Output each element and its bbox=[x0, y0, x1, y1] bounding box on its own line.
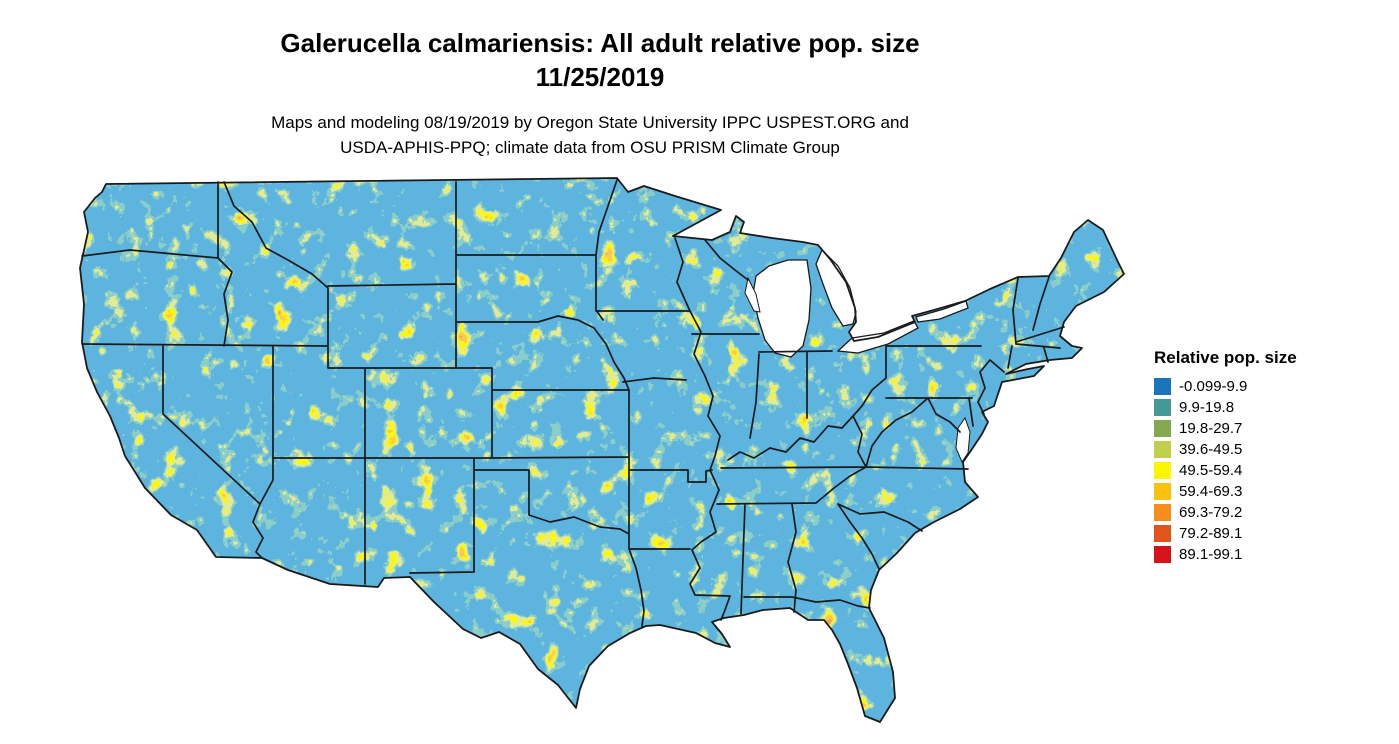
legend-item: 9.9-19.8 bbox=[1154, 399, 1394, 416]
state-borders bbox=[81, 179, 1065, 627]
legend-swatch bbox=[1154, 462, 1171, 479]
us-map-container bbox=[72, 170, 1132, 742]
legend-swatch bbox=[1154, 399, 1171, 416]
legend-label: 89.1-99.1 bbox=[1179, 546, 1243, 563]
figure-caption: Maps and modeling 08/19/2019 by Oregon S… bbox=[0, 110, 1180, 160]
legend-label: -0.099-9.9 bbox=[1179, 378, 1248, 395]
legend-title: Relative pop. size bbox=[1154, 348, 1297, 367]
population-raster bbox=[80, 178, 1124, 722]
legend-swatch bbox=[1154, 483, 1171, 500]
legend-label: 69.3-79.2 bbox=[1179, 504, 1243, 521]
lake-ontario bbox=[915, 300, 969, 323]
map-legend: Relative pop. size -0.099-9.9 9.9-19.8 19.… bbox=[1154, 348, 1394, 567]
lake-michigan bbox=[752, 259, 812, 358]
legend-items: -0.099-9.9 9.9-19.8 19.8-29.7 39.6-49.5 49.5… bbox=[1154, 378, 1394, 563]
legend-item: 89.1-99.1 bbox=[1154, 546, 1394, 563]
caption-line1: Maps and modeling 08/19/2019 by Oregon S… bbox=[271, 113, 909, 132]
caption-line2: USDA-APHIS-PPQ; climate data from OSU PR… bbox=[340, 138, 840, 157]
legend-item: 79.2-89.1 bbox=[1154, 525, 1394, 542]
figure-title-line1: Galerucella calmariensis: All adult rela… bbox=[280, 28, 920, 58]
legend-item: 39.6-49.5 bbox=[1154, 441, 1394, 458]
chesapeake-bay bbox=[955, 416, 971, 464]
legend-label: 79.2-89.1 bbox=[1179, 525, 1243, 542]
legend-label: 9.9-19.8 bbox=[1179, 399, 1235, 416]
legend-label: 19.8-29.7 bbox=[1179, 420, 1243, 437]
us-map bbox=[79, 177, 1125, 723]
us-outline bbox=[79, 177, 1125, 723]
legend-swatch bbox=[1154, 441, 1171, 458]
legend-swatch bbox=[1154, 504, 1171, 521]
legend-item: -0.099-9.9 bbox=[1154, 378, 1394, 395]
figure-title: Galerucella calmariensis: All adult rela… bbox=[0, 26, 1200, 94]
legend-swatch bbox=[1154, 546, 1171, 563]
lake-huron bbox=[815, 248, 857, 327]
legend-swatch bbox=[1154, 420, 1171, 437]
legend-label: 39.6-49.5 bbox=[1179, 441, 1243, 458]
figure-title-date: 11/25/2019 bbox=[535, 62, 665, 92]
legend-swatch bbox=[1154, 525, 1171, 542]
legend-item: 69.3-79.2 bbox=[1154, 504, 1394, 521]
legend-swatch bbox=[1154, 378, 1171, 395]
green-bay bbox=[744, 276, 761, 313]
legend-item: 49.5-59.4 bbox=[1154, 462, 1394, 479]
legend-label: 59.4-69.3 bbox=[1179, 483, 1243, 500]
legend-item: 59.4-69.3 bbox=[1154, 483, 1394, 500]
legend-label: 49.5-59.4 bbox=[1179, 462, 1243, 479]
legend-item: 19.8-29.7 bbox=[1154, 420, 1394, 437]
